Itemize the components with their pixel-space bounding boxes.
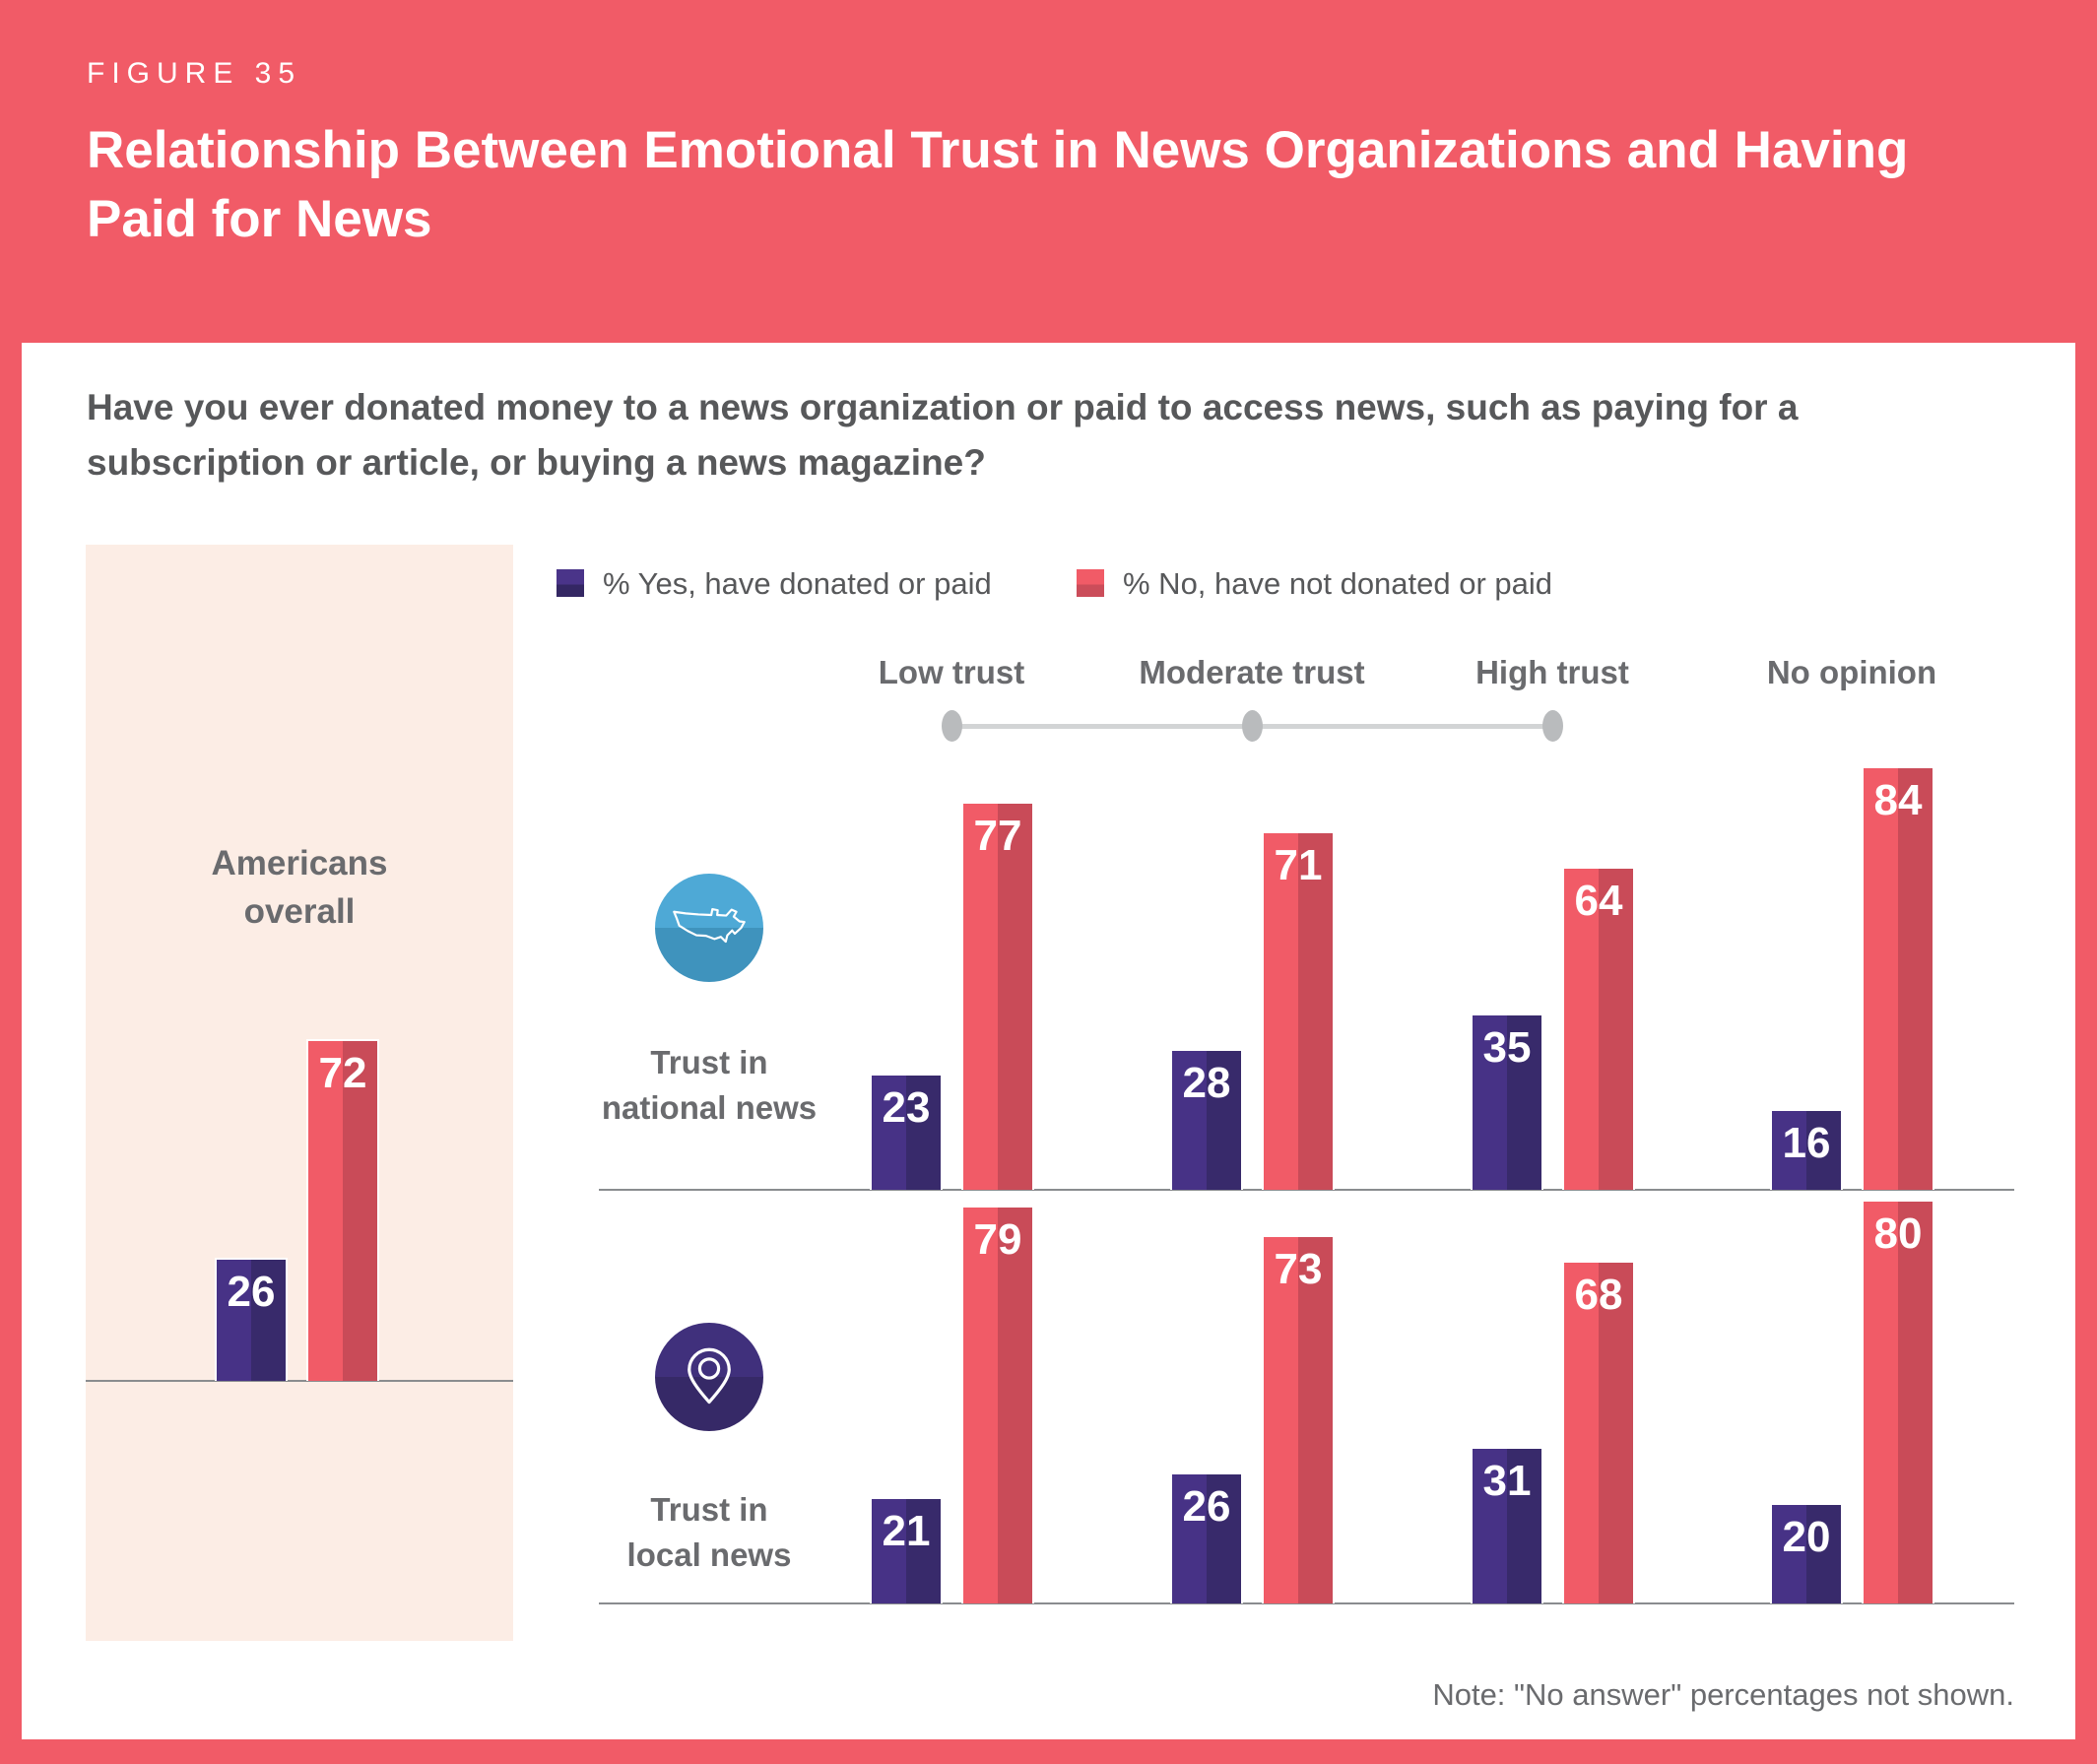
bar-no-americans-overall: 72 [306, 1039, 379, 1381]
americans-overall-panel [86, 545, 513, 1641]
legend-label-no: % No, have not donated or paid [1123, 566, 1553, 601]
legend-swatch-yes [557, 569, 584, 597]
bar-no-local-moderate-trust: 73 [1262, 1235, 1335, 1603]
bar-no-national-low-trust: 77 [961, 802, 1034, 1190]
bar-value-label: 77 [973, 812, 1022, 860]
footnote: Note: "No answer" percentages not shown. [1432, 1677, 2014, 1712]
bar-value-label: 73 [1274, 1245, 1323, 1293]
bar-yes-national-no-opinion: 16 [1770, 1109, 1843, 1190]
local-news-row-label: Trust in local news [626, 1491, 792, 1573]
bar-yes-local-high-trust: 31 [1471, 1447, 1543, 1603]
bar-yes-americans-overall: 26 [215, 1258, 288, 1381]
legend-swatch-no [1077, 569, 1104, 597]
bar-value-label: 71 [1274, 841, 1323, 889]
bar-value-label: 68 [1574, 1271, 1623, 1319]
bar-yes-national-moderate-trust: 28 [1170, 1049, 1243, 1190]
bar-value-label: 28 [1182, 1059, 1231, 1107]
bar-yes-national-low-trust: 23 [870, 1074, 943, 1190]
local-news-badge [655, 1323, 763, 1431]
bar-yes-local-no-opinion: 20 [1770, 1503, 1843, 1603]
legend-label-yes: % Yes, have donated or paid [603, 566, 992, 601]
bar-value-label: 72 [318, 1049, 367, 1097]
national-news-badge [655, 874, 763, 982]
bar-value-label: 35 [1482, 1023, 1532, 1072]
bar-value-label: 26 [227, 1268, 276, 1316]
bar-value-label: 31 [1482, 1457, 1532, 1505]
bar-value-label: 21 [882, 1507, 931, 1555]
trust-scale-dot [1242, 710, 1263, 742]
bar-no-local-high-trust: 68 [1562, 1261, 1635, 1603]
bar-value-label: 23 [882, 1083, 931, 1132]
trust-scale-dot [1542, 710, 1563, 742]
axis-baseline-overall [86, 1380, 513, 1382]
trust-scale-label-high: High trust [1475, 654, 1629, 690]
bar-yes-local-moderate-trust: 26 [1170, 1472, 1243, 1603]
bar-value-label: 26 [1182, 1482, 1231, 1531]
trust-scale-label-low: Low trust [878, 654, 1025, 690]
frame-border-bottom [0, 1739, 2097, 1764]
figure-title: Relationship Between Emotional Trust in … [87, 121, 1909, 248]
axis-baseline-local [599, 1602, 2014, 1604]
bar-value-label: 20 [1782, 1513, 1831, 1561]
survey-question: Have you ever donated money to a news or… [87, 387, 1799, 483]
bar-no-local-no-opinion: 80 [1862, 1200, 1934, 1603]
frame-border-left [0, 343, 22, 1764]
bar-no-national-high-trust: 64 [1562, 867, 1635, 1190]
bar-value-label: 64 [1574, 877, 1623, 925]
bar-value-label: 16 [1782, 1119, 1831, 1167]
bar-no-national-moderate-trust: 71 [1262, 831, 1335, 1190]
bar-yes-local-low-trust: 21 [870, 1497, 943, 1603]
trust-scale-label-no-opinion: No opinion [1766, 654, 1937, 690]
axis-baseline-national [599, 1189, 2014, 1191]
bar-yes-national-high-trust: 35 [1471, 1013, 1543, 1190]
header-band: FIGURE 35 Relationship Between Emotional… [0, 0, 2097, 343]
trust-scale-label-moderate: Moderate trust [1139, 654, 1365, 690]
bar-no-national-no-opinion: 84 [1862, 766, 1934, 1190]
trust-scale-dot [942, 710, 962, 742]
bar-no-local-low-trust: 79 [961, 1206, 1034, 1603]
national-news-row-label: Trust in national news [601, 1044, 818, 1126]
americans-overall-label: Americans overall [211, 844, 388, 931]
bar-value-label: 84 [1873, 776, 1923, 824]
bar-value-label: 80 [1873, 1209, 1923, 1258]
frame-border-right [2075, 343, 2097, 1764]
figure-number-label: FIGURE 35 [87, 57, 302, 90]
bar-value-label: 79 [973, 1215, 1022, 1264]
